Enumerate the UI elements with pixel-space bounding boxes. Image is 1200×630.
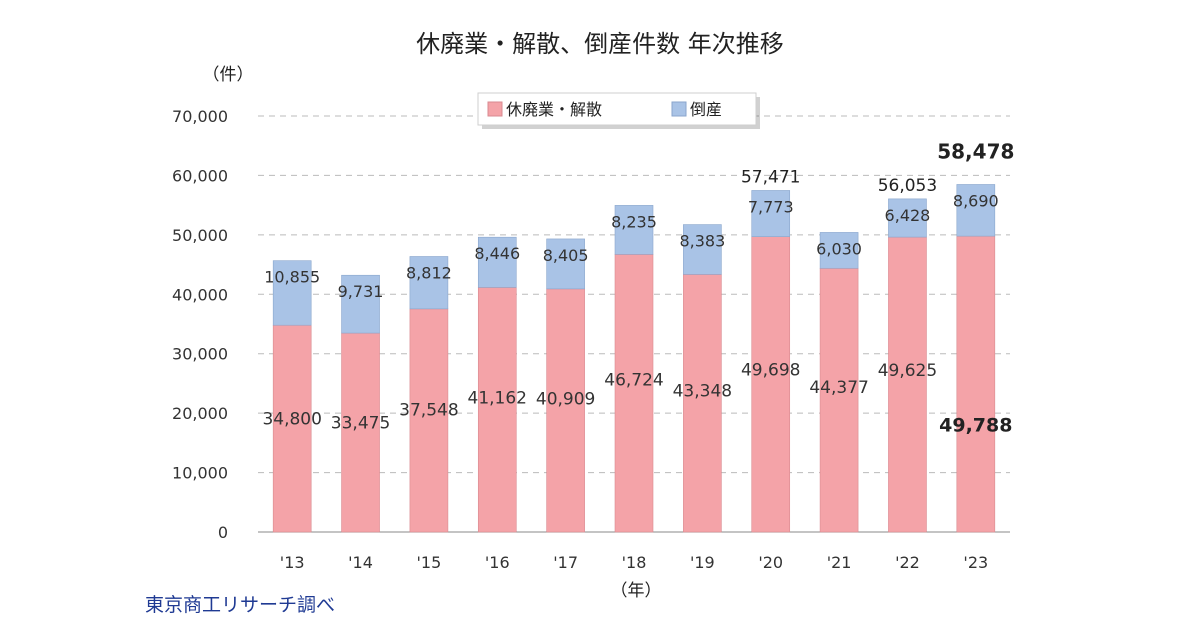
total-label: 58,478 [937, 139, 1014, 163]
data-label-kyuhaigyo: 49,788 [939, 414, 1012, 436]
data-label-kyuhaigyo: 43,348 [673, 381, 732, 401]
bar-kyuhaigyo [477, 287, 517, 533]
bar-tosan [751, 190, 791, 237]
bar-tosan [956, 184, 996, 237]
bar-tosan [409, 256, 449, 310]
x-tick-label: '22 [895, 553, 920, 572]
data-label-kyuhaigyo: 41,162 [468, 388, 527, 408]
bar-kyuhaigyo [751, 236, 791, 533]
x-tick-label: '16 [485, 553, 510, 572]
data-label-tosan: 8,446 [474, 244, 520, 263]
y-axis-unit: （件） [203, 65, 254, 85]
legend: 休廃業・解散 倒産 [477, 92, 760, 129]
bar-kyuhaigyo [819, 267, 859, 533]
x-tick-label: '21 [827, 553, 852, 572]
x-tick-label: '14 [348, 553, 373, 572]
bars [272, 184, 996, 533]
y-tick-label: 60,000 [172, 166, 228, 185]
y-tick-labels: 0 10,000 20,000 30,000 40,000 50,000 60,000 70,… [172, 107, 228, 542]
bar-kyuhaigyo [341, 332, 380, 533]
data-label-kyuhaigyo: 49,625 [878, 361, 937, 381]
data-label-tosan: 9,731 [338, 282, 384, 301]
bar-kyuhaigyo [956, 235, 996, 533]
legend-label-tosan: 倒産 [690, 100, 722, 119]
y-tick-label: 0 [218, 523, 228, 542]
bar-kyuhaigyo [272, 324, 312, 533]
bar-kyuhaigyo [546, 288, 585, 533]
bar-tosan [341, 274, 380, 334]
data-label-tosan: 8,690 [953, 191, 999, 210]
total-label: 57,471 [741, 167, 800, 187]
chart-title: 休廃業・解散、倒産件数 年次推移 [416, 30, 784, 58]
y-tick-label: 30,000 [172, 345, 228, 364]
data-label-tosan: 8,235 [611, 212, 657, 231]
x-axis-unit: （年） [611, 581, 662, 601]
data-label-kyuhaigyo: 40,909 [536, 389, 595, 409]
data-label-kyuhaigyo: 49,698 [741, 361, 800, 381]
total-label: 56,053 [878, 176, 937, 196]
bar-tosan [272, 260, 312, 326]
x-tick-label: '23 [963, 553, 988, 572]
bar-tosan [819, 232, 859, 269]
data-label-kyuhaigyo: 34,800 [262, 409, 321, 429]
x-tick-label: '17 [553, 553, 578, 572]
x-tick-label: '15 [417, 553, 442, 572]
legend-label-kyuhaigyo: 休廃業・解散 [506, 100, 602, 119]
data-label-kyuhaigyo: 46,724 [604, 370, 663, 390]
bar-kyuhaigyo [888, 236, 927, 533]
bar-kyuhaigyo [409, 308, 449, 533]
x-tick-label: '18 [622, 553, 647, 572]
source-credit: 東京商工リサーチ調べ [145, 594, 336, 616]
bar-tosan [546, 238, 585, 290]
y-tick-label: 40,000 [172, 285, 228, 304]
x-tick-labels: '13 '14 '15 '16 '17 '18 '19 '20 '21 '22 '23 [280, 553, 988, 572]
bar-kyuhaigyo [614, 254, 654, 533]
legend-box [477, 92, 757, 126]
x-tick-label: '20 [758, 553, 783, 572]
data-label-tosan: 8,405 [543, 246, 589, 265]
legend-swatch-tosan [671, 101, 687, 117]
data-label-tosan: 10,855 [264, 268, 320, 287]
y-tick-label: 20,000 [172, 404, 228, 423]
bar-tosan [614, 205, 654, 255]
data-labels: 34,800 10,855 33,475 9,731 37,548 8,812 41,162… [262, 139, 1014, 436]
legend-swatch-kyuhaigyo [487, 101, 503, 117]
data-label-kyuhaigyo: 33,475 [331, 414, 390, 434]
data-label-tosan: 6,428 [885, 206, 931, 225]
bar-kyuhaigyo [683, 274, 722, 533]
data-label-kyuhaigyo: 37,548 [399, 400, 458, 420]
x-tick-label: '19 [690, 553, 715, 572]
bar-tosan [683, 224, 722, 275]
data-label-tosan: 6,030 [816, 239, 862, 258]
data-label-tosan: 8,383 [679, 232, 725, 251]
x-tick-label: '13 [280, 553, 305, 572]
y-tick-label: 50,000 [172, 226, 228, 245]
y-tick-label: 70,000 [172, 107, 228, 126]
y-tick-label: 10,000 [172, 464, 228, 483]
data-label-tosan: 8,812 [406, 263, 452, 282]
bar-tosan [888, 198, 927, 238]
data-label-kyuhaigyo: 44,377 [809, 378, 868, 398]
data-label-tosan: 7,773 [748, 197, 794, 216]
bar-tosan [477, 236, 517, 288]
